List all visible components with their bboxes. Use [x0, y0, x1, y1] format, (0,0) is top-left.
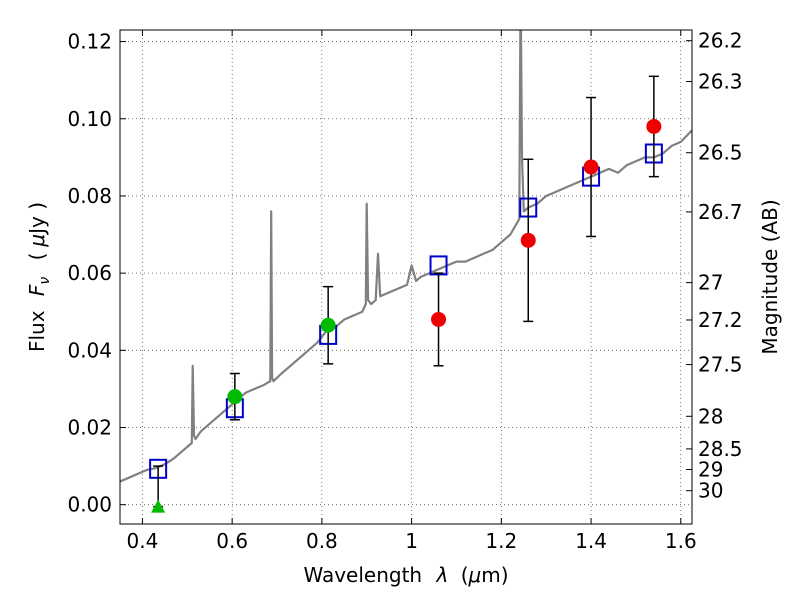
- y2-tick-label: 26.5: [698, 141, 743, 165]
- y-axis-title-text: Flux: [25, 310, 49, 352]
- y2-tick-label: 30: [698, 479, 723, 503]
- x-axis-title-unit-mu: μ: [468, 563, 482, 587]
- y2-tick-label: 26.3: [698, 70, 743, 94]
- observed-point: [583, 159, 599, 175]
- y2-tick-label: 26.2: [698, 29, 743, 53]
- y-tick-label: 0.02: [67, 416, 112, 440]
- y2-tick-label: 27: [698, 271, 723, 295]
- y-axis-title: Flux Fν ( μJy ): [25, 202, 54, 352]
- secondary-y-axis-title: Magnitude (AB): [758, 199, 782, 354]
- x-axis-title-unit-open: (: [461, 563, 469, 587]
- y-axis-title-subscript: ν: [37, 277, 53, 285]
- x-tick-label: 0.4: [127, 529, 159, 553]
- x-axis-title: Wavelength λ (μm): [303, 563, 508, 587]
- y-tick-label: 0.08: [67, 184, 112, 208]
- spectrum-line: [120, 30, 692, 483]
- plot-area: [120, 30, 692, 513]
- plot-frame: [119, 29, 693, 525]
- x-axis-title-unit-rest: m): [481, 563, 508, 587]
- x-tick-label: 0.8: [306, 529, 338, 553]
- y-axis-title-unit-rest: Jy ): [25, 202, 49, 236]
- x-axis-title-text: Wavelength: [303, 563, 422, 587]
- upper-limit-triangle: [151, 499, 166, 513]
- x-tick-label: 1: [405, 529, 418, 553]
- y-tick-label: 0.04: [67, 338, 112, 362]
- x-tick-label: 1.4: [575, 529, 607, 553]
- y2-tick-label: 26.7: [698, 200, 743, 224]
- observed-point: [520, 232, 536, 248]
- y-axis-title-unit-mu: μ: [25, 234, 49, 248]
- observed-point: [320, 317, 336, 333]
- x-tick-label: 1.6: [665, 529, 697, 553]
- y2-tick-label: 27.2: [698, 308, 743, 332]
- observed-point: [227, 389, 243, 405]
- y2-tick-label: 27.5: [698, 353, 743, 377]
- y-axis-title-symbol: F: [25, 284, 49, 296]
- grid: [120, 30, 692, 524]
- y-tick-label: 0.00: [67, 493, 112, 517]
- y2-tick-label: 29: [698, 458, 723, 482]
- y2-tick-label: 28.5: [698, 437, 743, 461]
- x-tick-label: 0.6: [216, 529, 248, 553]
- x-tick-label: 1.2: [485, 529, 517, 553]
- observed-point: [431, 311, 447, 327]
- observed-point: [646, 118, 662, 134]
- y-axis-title-unit-open: (: [25, 253, 49, 261]
- x-axis-title-symbol: λ: [435, 563, 448, 587]
- y-tick-label: 0.10: [67, 107, 112, 131]
- axis-ticks: 0.4 0.6 0.8 1 1.2 1.4 1.6 0.00 0.02 0.04 0.06 0.08 0…: [67, 29, 742, 553]
- y-tick-label: 0.06: [67, 261, 112, 285]
- y2-tick-label: 28: [698, 404, 723, 428]
- y-tick-label: 0.12: [67, 30, 112, 54]
